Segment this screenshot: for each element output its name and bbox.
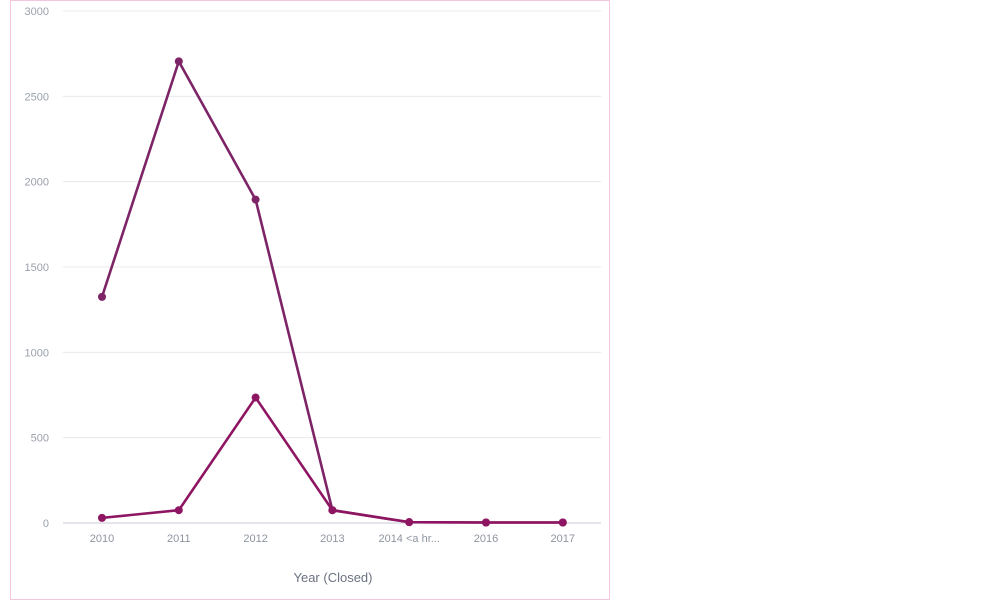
y-tick-label: 2000 [25,177,49,189]
x-tick-label: 2017 [551,533,575,545]
x-tick-label: 2010 [90,533,114,545]
data-point[interactable] [482,518,490,527]
chart-frame: 0 500 1000 1500 2000 2500 3000 2010 2011 2012 201… [10,0,610,600]
gridlines [63,10,601,524]
data-point[interactable] [174,57,183,66]
data-point[interactable] [251,195,260,204]
x-tick-label: 2014 <a hr... [378,533,439,545]
x-tick-label: 2016 [474,533,498,545]
y-tick-label: 1000 [25,347,49,359]
series-1 [98,57,567,527]
series-line [100,60,565,524]
x-axis-ticks: 2010 2011 2012 2013 2014 <a hr... 2016 2017 [90,533,575,545]
data-point[interactable] [98,513,106,522]
y-tick-label: 0 [43,518,49,530]
x-axis-title: Year (Closed) [293,570,372,585]
x-tick-label: 2011 [167,533,191,545]
data-point[interactable] [98,292,106,301]
x-tick-label: 2013 [320,533,344,545]
y-tick-label: 2500 [25,91,49,103]
series-layer [98,57,567,527]
y-axis-ticks: 0 500 1000 1500 2000 2500 3000 [25,6,49,530]
data-point[interactable] [405,518,414,527]
data-point[interactable] [251,393,260,402]
data-point[interactable] [174,506,183,515]
y-tick-label: 1500 [25,262,49,274]
data-point[interactable] [558,518,567,527]
y-tick-label: 3000 [25,6,49,18]
x-tick-label: 2012 [243,533,267,545]
data-point[interactable] [328,506,337,515]
y-tick-label: 500 [31,433,49,445]
series-2 [98,393,567,527]
series-line [100,396,565,524]
